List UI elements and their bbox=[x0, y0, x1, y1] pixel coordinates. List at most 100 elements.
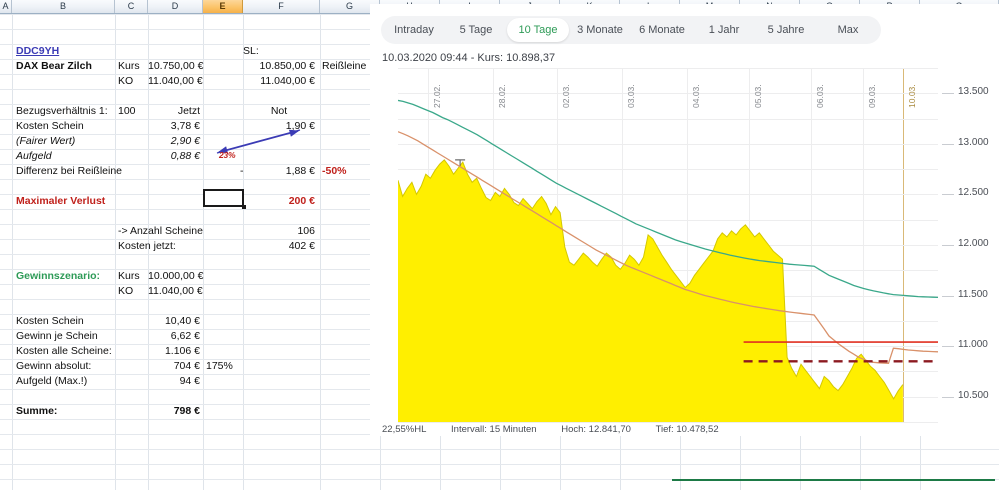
cell-d-4[interactable]: 3,78 € bbox=[170, 120, 200, 132]
cell-c-3[interactable]: 100 bbox=[118, 105, 136, 117]
y-tick-mark bbox=[942, 194, 954, 196]
selected-cell[interactable] bbox=[203, 189, 244, 207]
x-tick-label-0603: 06.03. bbox=[815, 84, 826, 108]
cell-b-5[interactable]: (Fairer Wert) bbox=[16, 135, 76, 147]
series-line-dax-kurs bbox=[398, 159, 904, 400]
tab-5-tage[interactable]: 5 Tage bbox=[459, 24, 493, 36]
y-gridline bbox=[398, 422, 938, 423]
series-line-gd-lang-gr-n- bbox=[398, 99, 938, 299]
y-gridline bbox=[398, 194, 938, 196]
cell-d-15[interactable]: 1.106 € bbox=[164, 345, 200, 357]
cell-d-1[interactable]: 10.750,00 € bbox=[148, 60, 204, 72]
y-gridline bbox=[398, 68, 938, 69]
tab-6-monate[interactable]: 6 Monate bbox=[639, 24, 685, 36]
y-gridline bbox=[398, 93, 938, 95]
y-tick-label-12500: 12.500 bbox=[958, 187, 989, 199]
x-tick-label-0203: 02.03. bbox=[561, 84, 572, 108]
cell-c-12[interactable]: KO bbox=[118, 285, 134, 297]
tab-1-jahr[interactable]: 1 Jahr bbox=[708, 24, 740, 36]
cell-f-9[interactable]: 106 bbox=[297, 225, 315, 237]
cell-b-4[interactable]: Kosten Schein bbox=[16, 120, 84, 132]
cell-f-3[interactable]: Not bbox=[270, 105, 288, 117]
footer-low: Tief: 10.478,52 bbox=[655, 424, 719, 435]
annotation-percent-label: 23% bbox=[219, 150, 236, 160]
cell-d-14[interactable]: 6,62 € bbox=[170, 330, 200, 342]
y-tick-label-13500: 13.500 bbox=[958, 86, 989, 98]
cell-c-11[interactable]: Kurs bbox=[118, 270, 140, 282]
cell-d-18[interactable]: 798 € bbox=[173, 405, 200, 417]
cell-b-13[interactable]: Kosten Schein bbox=[16, 315, 84, 327]
column-header-f[interactable]: F bbox=[243, 0, 320, 13]
grid-vline bbox=[148, 14, 149, 490]
column-header-d[interactable]: D bbox=[148, 0, 203, 13]
cell-b-3[interactable]: Bezugsverhältnis 1: bbox=[16, 105, 108, 117]
cell-b-7[interactable]: Differenz bei Reißleine bbox=[16, 165, 123, 177]
column-header-c[interactable]: C bbox=[115, 0, 148, 13]
cell-f-1[interactable]: 10.850,00 € bbox=[259, 60, 315, 72]
timeframe-tab-bar[interactable]: Intraday 5 Tage 10 Tage 3 Monate 6 Monate 1 J… bbox=[381, 16, 881, 44]
bottom-green-annotation-line bbox=[672, 479, 995, 481]
cell-b-17[interactable]: Aufgeld (Max.!) bbox=[16, 375, 88, 387]
cell-f1-7[interactable]: - bbox=[240, 165, 244, 177]
price-chart-svg bbox=[398, 99, 938, 422]
y-tick-mark bbox=[942, 396, 954, 398]
cell-f-2[interactable]: 11.040,00 € bbox=[260, 75, 315, 87]
cell-b-16[interactable]: Gewinn absolut: bbox=[16, 360, 92, 372]
cell-b-14[interactable]: Gewinn je Schein bbox=[16, 330, 98, 342]
cell-d-11[interactable]: 10.000,00 € bbox=[148, 270, 204, 282]
tab-3-monate[interactable]: 3 Monate bbox=[577, 24, 623, 36]
cell-f-10[interactable]: 402 € bbox=[288, 240, 315, 252]
cell-b-8[interactable]: Maximaler Verlust bbox=[16, 195, 106, 207]
cell-c-9[interactable]: -> Anzahl Scheine bbox=[118, 225, 203, 237]
cell-c-10[interactable]: Kosten jetzt: bbox=[118, 240, 176, 252]
cell-b-0[interactable]: DDC9YH bbox=[16, 45, 60, 57]
grid-vline bbox=[115, 14, 116, 490]
cell-b-15[interactable]: Kosten alle Scheine: bbox=[16, 345, 112, 357]
y-tick-mark bbox=[942, 245, 954, 246]
cell-d-12[interactable]: 11.040,00 € bbox=[148, 285, 203, 297]
cell-d-2[interactable]: 11.040,00 € bbox=[148, 75, 203, 87]
cell-d-13[interactable]: 10,40 € bbox=[164, 315, 200, 327]
fill-handle[interactable] bbox=[242, 205, 246, 209]
cell-b-1[interactable]: DAX Bear Zilch bbox=[16, 60, 92, 72]
grid-vline bbox=[320, 14, 321, 490]
cell-f-7[interactable]: 1,88 € bbox=[285, 165, 315, 177]
tab-5-jahre[interactable]: 5 Jahre bbox=[767, 24, 805, 36]
cell-d-16[interactable]: 704 € bbox=[173, 360, 200, 372]
cell-c-2[interactable]: KO bbox=[118, 75, 134, 87]
column-header-a[interactable]: A bbox=[0, 0, 12, 13]
cell-d-3[interactable]: Jetzt bbox=[177, 105, 200, 117]
cell-d-6[interactable]: 0,88 € bbox=[170, 150, 200, 162]
column-header-b[interactable]: B bbox=[12, 0, 115, 13]
tab-max[interactable]: Max bbox=[837, 24, 859, 36]
chart-plot-area[interactable]: 27.02. 28.02. 02.03. 03.03. 04.03. 05.03. 06.0… bbox=[398, 68, 938, 423]
cell-e-16[interactable]: 175% bbox=[206, 360, 233, 372]
y-gridline bbox=[398, 118, 938, 120]
cell-f-0[interactable]: SL: bbox=[243, 45, 259, 57]
series-line-gd-kurz-orange- bbox=[398, 131, 938, 364]
cell-b-6[interactable]: Aufgeld bbox=[16, 150, 52, 162]
x-tick-label-2802: 28.02. bbox=[496, 84, 507, 108]
cell-g-7[interactable]: -50% bbox=[322, 165, 347, 177]
grid-hline bbox=[0, 449, 999, 450]
y-tick-mark bbox=[942, 143, 954, 145]
cell-b-18[interactable]: Summe: bbox=[16, 405, 58, 417]
cell-g-1[interactable]: Reißleine bbox=[322, 60, 367, 72]
cell-f-8[interactable]: 200 € bbox=[288, 195, 315, 207]
y-gridline bbox=[398, 245, 938, 246]
cell-f-4[interactable]: 1,90 € bbox=[285, 120, 315, 132]
x-tick-label-1003: 10.03. bbox=[906, 84, 917, 108]
grid-vline bbox=[243, 14, 244, 490]
chart-panel: Intraday 5 Tage 10 Tage 3 Monate 6 Monate 1 J… bbox=[370, 4, 999, 436]
cell-d-5[interactable]: 2,90 € bbox=[170, 135, 200, 147]
column-header-e[interactable]: E bbox=[203, 0, 243, 13]
cell-b-11[interactable]: Gewinnszenario: bbox=[16, 270, 101, 282]
x-tick-label-2702: 27.02. bbox=[431, 84, 442, 108]
tab-10-tage[interactable]: 10 Tage bbox=[507, 18, 569, 42]
cell-c-1[interactable]: Kurs bbox=[118, 60, 140, 72]
tab-intraday[interactable]: Intraday bbox=[394, 24, 434, 36]
y-tick-label-11000: 11.000 bbox=[958, 339, 988, 351]
cell-d-17[interactable]: 94 € bbox=[179, 375, 200, 387]
y-tick-label-11500: 11.500 bbox=[958, 288, 988, 300]
